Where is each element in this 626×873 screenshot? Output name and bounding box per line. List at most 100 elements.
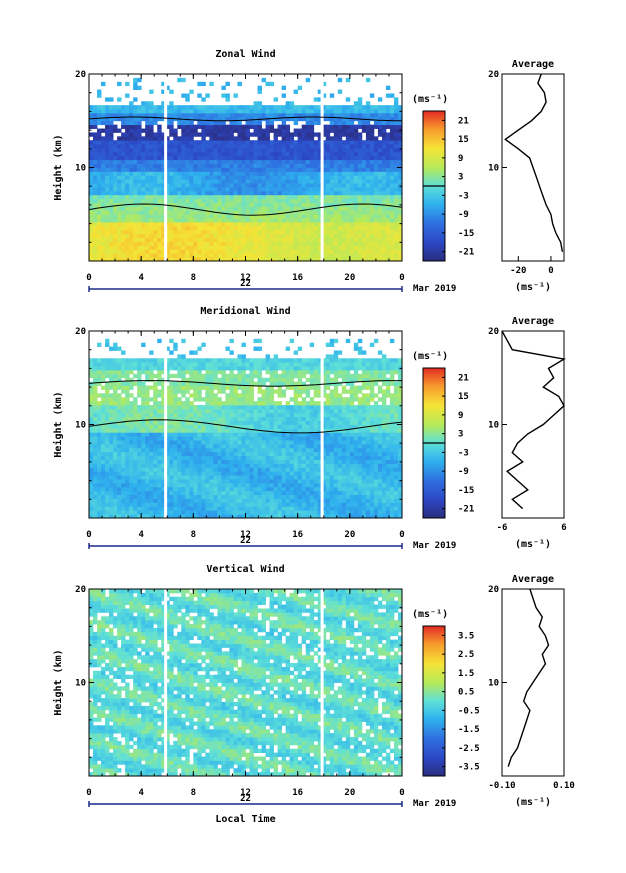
heatmap-cell bbox=[349, 167, 355, 172]
heatmap-cell bbox=[385, 479, 391, 484]
heatmap-cell bbox=[89, 179, 94, 184]
heatmap-cell bbox=[261, 112, 266, 118]
heatmap-cell bbox=[109, 175, 114, 180]
heatmap-cell bbox=[309, 112, 315, 118]
heatmap-cell bbox=[249, 494, 254, 499]
heatmap-cell bbox=[209, 175, 214, 180]
heatmap-cell bbox=[313, 486, 319, 492]
heatmap-cell bbox=[145, 151, 150, 157]
heatmap-cell bbox=[89, 253, 94, 258]
heatmap-cell bbox=[225, 206, 230, 211]
heatmap-cell bbox=[133, 459, 138, 464]
heatmap-cell bbox=[237, 155, 242, 161]
heatmap-cell bbox=[105, 202, 110, 207]
heatmap-cell bbox=[241, 432, 246, 437]
heatmap-cell bbox=[313, 151, 319, 157]
heatmap-cell bbox=[237, 105, 242, 110]
heatmap-cell bbox=[317, 132, 323, 137]
heatmap-cell bbox=[133, 486, 138, 492]
heatmap-cell bbox=[105, 218, 110, 223]
heatmap-cell bbox=[261, 257, 266, 262]
heatmap-cell bbox=[309, 257, 315, 262]
heatmap-cell bbox=[393, 222, 399, 227]
heatmap-cell bbox=[93, 225, 98, 231]
heatmap-cell bbox=[369, 253, 375, 258]
heatmap-cell bbox=[133, 198, 138, 203]
heatmap-cell bbox=[249, 443, 254, 449]
heatmap-cell bbox=[373, 249, 379, 254]
heatmap-cell bbox=[117, 97, 122, 102]
heatmap-cell bbox=[345, 206, 351, 211]
heatmap-cell bbox=[337, 198, 343, 203]
heatmap-cell bbox=[233, 514, 238, 519]
heatmap-cell bbox=[317, 120, 323, 126]
heatmap-cell bbox=[209, 183, 214, 188]
heatmap-cell bbox=[265, 225, 270, 231]
heatmap-cell bbox=[205, 202, 210, 207]
heatmap-cell bbox=[225, 467, 230, 472]
heatmap-cell bbox=[205, 490, 210, 496]
heatmap-cell bbox=[281, 163, 287, 168]
heatmap-cell bbox=[261, 253, 266, 258]
heatmap-cell bbox=[157, 222, 162, 227]
heatmap-cell bbox=[273, 245, 278, 250]
heatmap-cell bbox=[121, 257, 126, 262]
heatmap-cell bbox=[241, 144, 246, 149]
heatmap-cell bbox=[181, 183, 186, 188]
heatmap-cell bbox=[149, 253, 154, 258]
heatmap-cell bbox=[277, 514, 283, 519]
heatmap-cell bbox=[113, 502, 118, 507]
heatmap-cell bbox=[265, 128, 270, 133]
heatmap-cell bbox=[137, 175, 142, 180]
heatmap-cell bbox=[177, 463, 182, 468]
heatmap-cell bbox=[293, 89, 299, 94]
heatmap-cell bbox=[225, 167, 230, 172]
heatmap-cell bbox=[329, 128, 335, 133]
heatmap-cell bbox=[193, 253, 198, 258]
heatmap-cell bbox=[125, 241, 130, 246]
heatmap-cell bbox=[389, 257, 395, 262]
heatmap-cell bbox=[305, 471, 311, 476]
heatmap-cell bbox=[397, 225, 403, 231]
heatmap-cell bbox=[89, 455, 94, 460]
heatmap-cell bbox=[209, 249, 214, 254]
heatmap-cell bbox=[361, 486, 367, 492]
heatmap-cell bbox=[245, 229, 250, 235]
heatmap-cell bbox=[265, 109, 270, 114]
heatmap-cell bbox=[317, 218, 323, 223]
heatmap-cell bbox=[245, 179, 250, 184]
heatmap-cell bbox=[193, 198, 198, 203]
heatmap-cell bbox=[173, 463, 178, 468]
heatmap-cell bbox=[297, 494, 303, 499]
heatmap-cell bbox=[325, 202, 331, 207]
heatmap-cell bbox=[345, 210, 351, 215]
heatmap-cell bbox=[301, 109, 307, 114]
heatmap-cell bbox=[209, 140, 214, 145]
heatmap-cell bbox=[193, 222, 198, 227]
heatmap-cell bbox=[173, 144, 178, 149]
heatmap-cell bbox=[329, 249, 335, 254]
heatmap-cell bbox=[117, 486, 122, 492]
heatmap-cell bbox=[173, 151, 178, 157]
heatmap-cell bbox=[93, 214, 98, 219]
heatmap-cell bbox=[173, 148, 178, 153]
heatmap-cell bbox=[165, 175, 170, 180]
heatmap-cell bbox=[281, 479, 287, 484]
heatmap-cell bbox=[305, 482, 311, 488]
heatmap-cell bbox=[385, 214, 391, 219]
heatmap-cell bbox=[293, 175, 299, 180]
heatmap-cell bbox=[257, 124, 262, 129]
heatmap-cell bbox=[373, 222, 379, 227]
heatmap-cell bbox=[201, 514, 206, 519]
heatmap-cell bbox=[217, 186, 222, 192]
heatmap-cell bbox=[257, 206, 262, 211]
heatmap-cell bbox=[301, 190, 307, 196]
heatmap-cell bbox=[145, 214, 150, 219]
heatmap-cell bbox=[93, 120, 98, 126]
heatmap-cell bbox=[329, 237, 335, 242]
heatmap-cell bbox=[105, 443, 110, 449]
heatmap-cell bbox=[89, 428, 94, 433]
heatmap-cell bbox=[325, 486, 331, 492]
colorbar-tick-label: 3 bbox=[458, 173, 463, 183]
heatmap-cell bbox=[241, 229, 246, 235]
